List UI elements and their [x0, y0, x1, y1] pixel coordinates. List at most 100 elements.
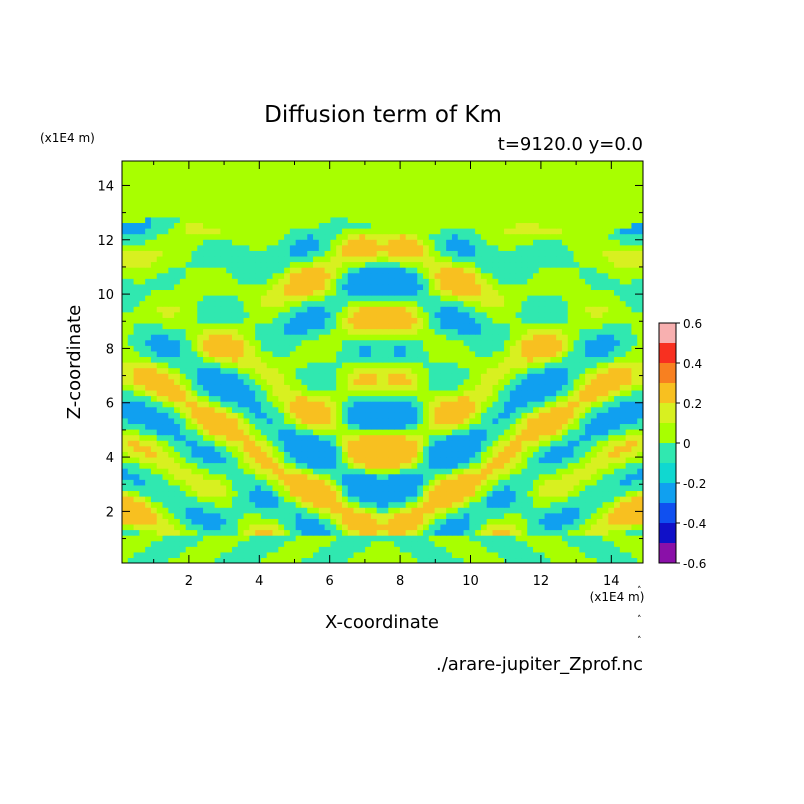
field-cell	[168, 255, 175, 263]
field-cell	[475, 468, 482, 475]
field-cell	[260, 440, 268, 447]
field-cell	[289, 367, 297, 374]
field-cell	[480, 540, 488, 547]
field-cell	[214, 367, 222, 374]
field-cell	[637, 311, 643, 318]
field-cell	[156, 546, 164, 553]
field-cell	[394, 322, 401, 330]
field-cell	[480, 261, 488, 268]
field-cell	[185, 350, 193, 358]
field-cell	[191, 395, 198, 402]
field-cell	[353, 462, 360, 469]
field-cell	[174, 496, 181, 503]
field-cell	[521, 551, 528, 559]
field-cell	[394, 518, 401, 525]
field-cell	[475, 334, 482, 341]
field-cell	[295, 456, 303, 464]
field-cell	[614, 311, 621, 318]
field-cell	[307, 512, 314, 519]
field-cell	[388, 540, 395, 547]
field-cell	[469, 373, 476, 380]
field-cell	[428, 311, 436, 318]
field-cell	[423, 518, 430, 525]
field-cell	[382, 512, 389, 519]
field-cell	[608, 479, 615, 486]
field-cell	[446, 261, 453, 268]
field-cell	[446, 300, 453, 307]
field-cell	[619, 456, 627, 464]
field-cell	[260, 339, 268, 346]
field-cell	[156, 473, 164, 480]
field-cell	[185, 512, 193, 519]
field-cell	[492, 289, 499, 296]
field-cell	[122, 473, 129, 480]
field-cell	[579, 350, 586, 358]
field-cell	[434, 362, 441, 369]
field-cell	[203, 496, 210, 503]
field-cell	[428, 518, 436, 525]
field-cell	[208, 261, 216, 268]
field-cell	[237, 557, 245, 563]
field-cell	[509, 367, 517, 374]
field-cell	[475, 540, 482, 547]
field-cell	[440, 546, 447, 553]
field-cell	[527, 311, 534, 318]
field-cell	[608, 496, 615, 503]
field-cell	[336, 557, 343, 563]
field-cell	[440, 345, 447, 352]
field-cell	[156, 535, 164, 542]
field-cell	[446, 501, 453, 508]
field-cell	[191, 367, 198, 374]
field-cell	[289, 295, 297, 302]
field-cell	[382, 479, 389, 486]
field-cell	[133, 518, 140, 525]
field-cell	[313, 401, 320, 408]
field-cell	[278, 490, 285, 497]
field-cell	[596, 278, 604, 285]
field-cell	[492, 389, 499, 397]
field-cell	[243, 345, 250, 352]
field-cell	[614, 423, 621, 430]
field-cell	[139, 250, 146, 257]
field-cell	[637, 468, 643, 475]
field-cell	[318, 417, 326, 425]
field-cell	[133, 557, 140, 563]
field-cell	[295, 255, 303, 263]
field-cell	[521, 356, 528, 363]
field-cell	[480, 367, 488, 374]
field-cell	[168, 395, 175, 402]
field-cell	[492, 551, 499, 559]
field-cell	[347, 484, 355, 492]
field-cell	[608, 406, 615, 413]
field-cell	[139, 289, 146, 296]
field-cell	[637, 384, 643, 391]
field-cell	[509, 373, 517, 380]
field-cell	[434, 445, 441, 452]
field-cell	[596, 289, 604, 296]
field-cell	[475, 440, 482, 447]
field-cell	[561, 278, 569, 285]
field-cell	[590, 306, 598, 313]
field-cell	[353, 395, 360, 402]
field-cell	[249, 445, 256, 452]
field-cell	[307, 272, 314, 279]
field-cell	[162, 462, 169, 469]
field-cell	[475, 473, 482, 480]
field-cell	[318, 546, 326, 553]
field-cell	[341, 451, 349, 458]
field-cell	[289, 473, 297, 480]
field-cell	[208, 546, 216, 553]
field-cell	[168, 501, 175, 508]
field-cell	[353, 401, 360, 408]
field-cell	[544, 261, 551, 268]
field-cell	[556, 546, 563, 553]
field-cell	[162, 345, 169, 352]
field-cell	[521, 328, 528, 335]
field-cell	[631, 384, 638, 391]
field-cell	[376, 295, 384, 302]
field-cell	[237, 339, 245, 346]
field-cell	[145, 328, 152, 335]
field-cell	[336, 462, 343, 469]
field-cell	[550, 306, 557, 313]
field-cell	[417, 289, 424, 296]
